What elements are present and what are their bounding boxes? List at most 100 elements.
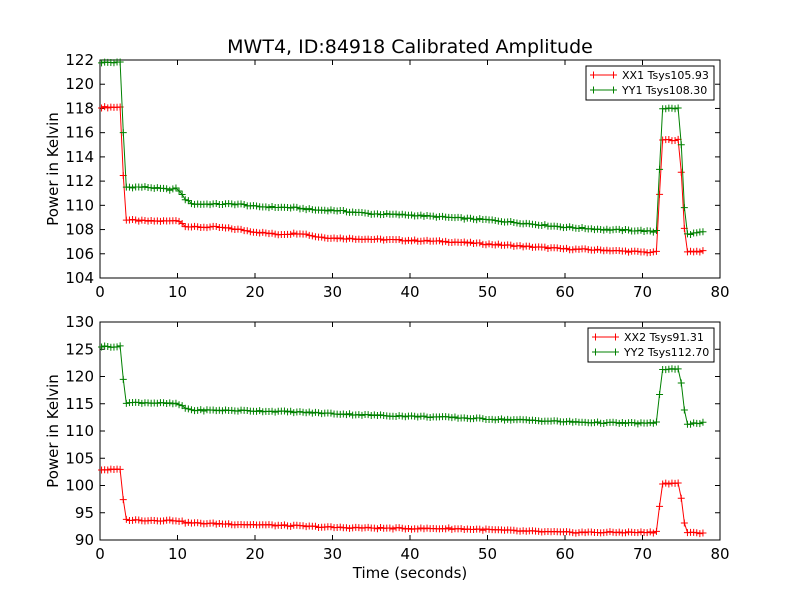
data-point-marker [643,529,651,537]
data-point-marker [634,529,642,537]
x-tick-label: 40 [400,283,419,301]
data-point-marker [253,202,261,210]
y-tick-label: 120 [65,368,94,386]
data-point-marker [197,519,205,527]
data-point-marker [305,231,313,239]
data-point-marker [125,183,133,191]
data-point-marker [696,420,704,428]
data-point-marker [674,479,682,487]
data-point-marker [370,235,378,243]
data-point-marker [699,418,707,426]
data-point-marker [510,526,518,534]
data-point-marker [212,223,220,231]
data-point-marker [404,525,412,533]
data-point-marker [342,411,350,419]
data-point-marker [501,416,509,424]
data-point-marker [420,525,428,533]
data-point-marker [132,216,140,224]
data-point-marker [460,238,468,246]
y-tick-label: 116 [65,124,94,142]
series-0 [98,465,707,538]
legend: XX1 Tsys105.93 YY1 Tsys108.30 [585,65,715,101]
data-point-marker [370,411,378,419]
data-point-marker [203,200,211,208]
data-point-marker [246,228,254,236]
data-point-marker [497,415,505,423]
data-point-marker [330,234,338,242]
data-point-marker [423,211,431,219]
data-point-marker [327,523,335,531]
data-point-marker [377,235,385,243]
data-point-marker [460,526,468,534]
data-point-marker [153,184,161,192]
data-point-marker [649,529,657,537]
data-point-marker [194,519,202,527]
data-point-marker [256,229,264,237]
data-point-marker [544,244,552,252]
data-point-marker [488,216,496,224]
data-point-marker [668,104,676,112]
data-point-marker [234,407,242,415]
y-tick-label: 100 [65,477,94,495]
data-point-marker [680,406,688,414]
data-point-marker [336,523,344,531]
data-point-marker [569,246,577,254]
data-point-marker [240,201,248,209]
data-point-marker [200,407,208,415]
data-point-marker [445,413,453,421]
data-point-marker [346,410,354,418]
data-point-marker [417,211,425,219]
data-point-marker [525,220,533,228]
data-point-marker [299,408,307,416]
data-point-marker [342,524,350,532]
data-point-marker [346,234,354,242]
y-tick-label: 122 [65,51,94,69]
y-tick-label: 115 [65,395,94,413]
data-point-marker [181,404,189,412]
data-point-marker [299,204,307,212]
data-point-marker [532,221,540,229]
data-point-marker [259,228,267,236]
data-point-marker [302,206,310,214]
data-point-marker [634,420,642,428]
data-point-marker [637,528,645,536]
data-point-marker [262,203,270,211]
data-point-marker [662,105,670,113]
data-point-marker [209,406,217,414]
data-point-marker [600,420,608,428]
data-point-marker [575,529,583,537]
y-tick-label: 95 [75,504,94,522]
data-point-marker [172,184,180,192]
data-point-marker [194,406,202,414]
data-point-marker [225,520,233,528]
data-point-marker [206,223,214,231]
data-point-marker [215,406,223,414]
data-point-marker [166,399,174,407]
y-tick-label: 104 [65,269,94,287]
series-0 [98,103,707,257]
data-point-marker [417,524,425,532]
data-point-marker [336,234,344,242]
data-point-marker [606,528,614,536]
data-point-marker [646,227,654,235]
data-point-marker [625,248,633,256]
data-point-marker [147,184,155,192]
data-point-marker [563,223,571,231]
data-point-marker [652,247,660,255]
data-point-marker [671,137,679,145]
data-point-marker [144,217,152,225]
data-point-marker [411,236,419,244]
data-point-marker [163,399,171,407]
data-point-marker [662,479,670,487]
data-point-marker [215,519,223,527]
data-point-marker [194,223,202,231]
data-point-marker [538,222,546,230]
data-point-marker [386,524,394,532]
x-axis-label: Time (seconds) [352,564,468,582]
data-point-marker [218,407,226,415]
data-point-marker [575,224,583,232]
data-point-marker [98,59,106,67]
data-point-marker [119,496,127,504]
data-point-marker [299,522,307,530]
